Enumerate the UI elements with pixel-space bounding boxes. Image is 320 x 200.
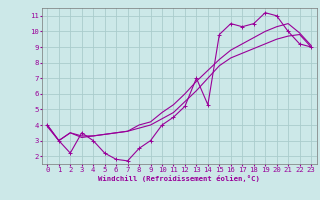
X-axis label: Windchill (Refroidissement éolien,°C): Windchill (Refroidissement éolien,°C) <box>98 175 260 182</box>
